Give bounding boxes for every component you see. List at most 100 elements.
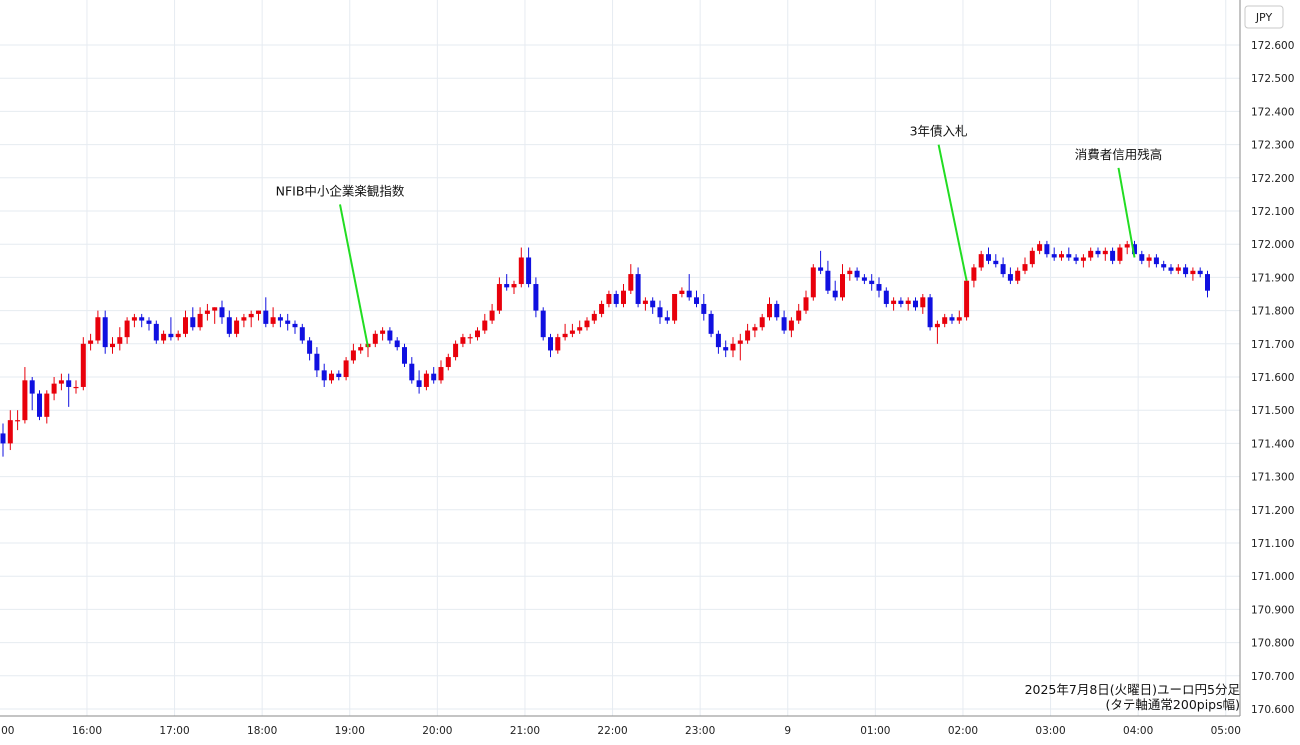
candle-body [66,380,72,387]
candle-body [876,284,882,291]
annotation-pointer [937,144,968,281]
candle [1022,257,1028,275]
candle-body [781,317,787,331]
candle [299,323,305,344]
candle [248,310,254,328]
candle-body [423,373,429,387]
y-tick-label: 171.200 [1251,505,1294,517]
candle [475,327,480,341]
candle-body [920,297,926,308]
candle [584,317,590,331]
candle-body [336,373,342,377]
candle [555,333,561,354]
candle-body [635,274,641,304]
candle-body [540,310,546,338]
candle [1066,247,1072,261]
candle [942,313,948,328]
candle-body [891,300,897,304]
candle [730,337,736,358]
candle [993,254,999,268]
y-tick-label: 170.800 [1251,638,1294,650]
candle [292,320,298,334]
x-tick-label: 9 [784,725,791,737]
candle-body [613,294,619,304]
candle [511,280,517,294]
candle-body [402,347,407,364]
candle-body [1205,274,1210,291]
candle [1015,267,1021,285]
candle-body [971,267,977,281]
candle [431,367,437,384]
candle-body [241,317,247,321]
candle [978,250,984,271]
candle-body [438,367,444,381]
candle-body [1000,264,1006,275]
candle-body [139,317,145,321]
candle [599,300,605,318]
candle [168,317,174,341]
candle-body [146,320,152,324]
candle-body [715,333,721,348]
candle-body [964,280,970,318]
candle-body [767,303,772,318]
candle-body [1161,264,1167,268]
candle-body [7,420,13,444]
candle-body [372,333,378,344]
candle [861,274,867,285]
candle [540,307,546,341]
candle-body [511,284,517,288]
candle [745,323,751,344]
candle-body [869,280,875,285]
candle-body [248,313,254,318]
candle-body [1007,274,1013,281]
candle-body [832,290,838,298]
candle [153,320,159,344]
annotation: NFIB中小企業楽観指数 [276,183,405,348]
annotation-label: NFIB中小企業楽観指数 [276,183,405,198]
candle-body [380,330,386,334]
candle-body [102,317,108,348]
candle [190,307,196,331]
candle [117,327,123,351]
candle-body [212,307,218,311]
candle [883,287,889,308]
price-axis: 172.600 172.500 172.400 172.300 172.200 172.1… [1251,40,1294,716]
candle [1146,254,1152,268]
candle-body [37,393,42,417]
candle [0,423,6,457]
candle-body [723,347,729,351]
candle [183,310,188,338]
y-tick-label: 171.500 [1251,405,1294,417]
candle [934,320,940,344]
candle-body [358,347,364,351]
candle-body [847,270,853,275]
candle [1000,257,1006,278]
candle [394,337,400,351]
candle-body [445,357,451,368]
candle-body [1044,244,1050,255]
candle-body [1190,270,1196,275]
candle-body [555,337,561,351]
candle [372,330,378,348]
y-tick-label: 171.800 [1251,306,1294,318]
candle-body [1015,270,1021,281]
candle [358,343,364,354]
candle-body [124,320,130,338]
candle [234,317,240,338]
currency-box: JPY [1244,5,1284,29]
candle [438,360,444,384]
x-tick-label: 19:00 [335,725,365,737]
candle [694,290,699,308]
candle-body [1073,257,1079,261]
x-tick-label: 21:00 [510,725,540,737]
x-tick-label: 15:00 [0,725,14,737]
candle [737,333,743,361]
candle-body [752,327,758,331]
candle-body [1117,247,1123,261]
candle [219,300,225,324]
candle-body [584,320,590,328]
candle-body [190,317,196,328]
candle-body [606,294,612,304]
candle-body [256,310,261,314]
candle [1205,270,1210,298]
